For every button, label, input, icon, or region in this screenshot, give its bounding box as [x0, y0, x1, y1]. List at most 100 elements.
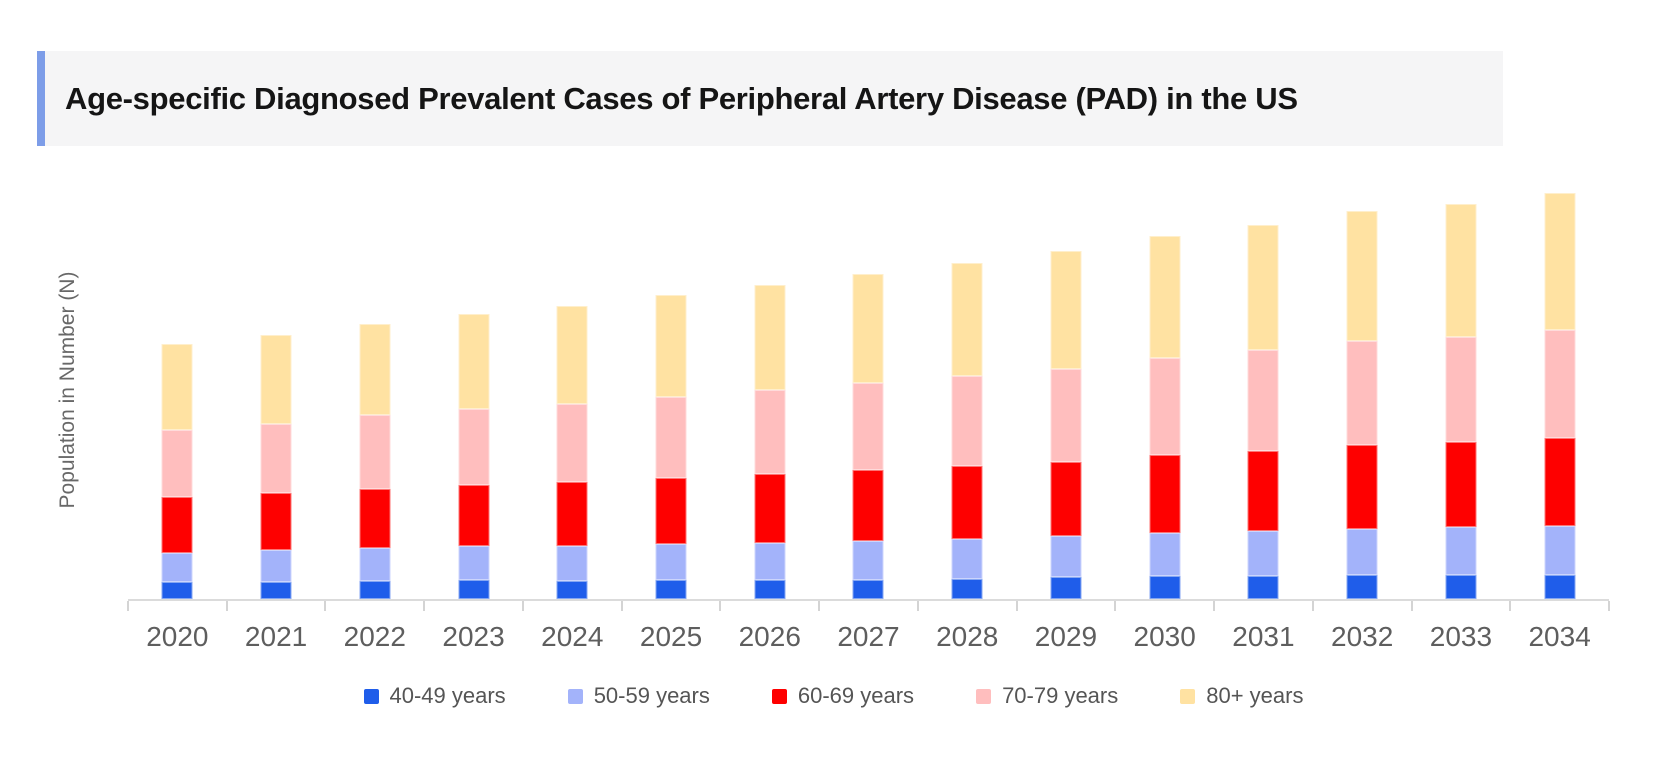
bar-segment[interactable] [556, 306, 588, 404]
bar-segment[interactable] [458, 314, 490, 409]
bar-segment[interactable] [852, 541, 884, 580]
bar-segment[interactable] [754, 285, 786, 390]
bar-segment[interactable] [161, 582, 193, 599]
stacked-bar [556, 306, 588, 599]
bar-segment[interactable] [1544, 193, 1576, 330]
bar-segment[interactable] [1050, 369, 1082, 462]
bar-segment[interactable] [161, 344, 193, 430]
bar-segment[interactable] [852, 383, 884, 470]
bar-segment[interactable] [359, 489, 391, 548]
chart-title-block: Age-specific Diagnosed Prevalent Cases o… [37, 51, 1503, 146]
bar-segment[interactable] [458, 409, 490, 485]
legend-label: 50-59 years [593, 683, 710, 708]
bar-segment[interactable] [359, 581, 391, 599]
bar-segment[interactable] [1445, 337, 1477, 442]
bar-segment[interactable] [1346, 445, 1378, 529]
bar-segment[interactable] [1149, 576, 1181, 599]
bar-segment[interactable] [1247, 531, 1279, 576]
bar-segment[interactable] [1149, 358, 1181, 455]
legend-item[interactable]: 50-59 years [567, 683, 710, 709]
bar-segment[interactable] [1050, 577, 1082, 599]
bar-segment[interactable] [655, 580, 687, 599]
x-axis-label: 2024 [541, 621, 604, 652]
bar-segment[interactable] [655, 544, 687, 580]
bar-segment[interactable] [951, 376, 983, 466]
bar-segment[interactable] [852, 470, 884, 541]
bar-segment[interactable] [1247, 451, 1279, 531]
x-axis-label: 2026 [738, 621, 801, 652]
bar-segment[interactable] [1149, 236, 1181, 358]
bar-segment[interactable] [458, 580, 490, 599]
bar-column: 2034 [1510, 180, 1609, 652]
bar-segment[interactable] [655, 295, 687, 397]
bar-segment[interactable] [1247, 225, 1279, 350]
bar-segment[interactable] [1445, 442, 1477, 527]
x-axis-tick [719, 601, 722, 611]
bar-segment[interactable] [852, 580, 884, 599]
legend-item[interactable]: 60-69 years [771, 683, 914, 709]
stacked-bar [458, 314, 490, 599]
stacked-bar [852, 274, 884, 599]
bar-column: 2026 [720, 180, 819, 652]
bar-segment[interactable] [1247, 576, 1279, 599]
bar-segment[interactable] [260, 550, 292, 582]
bar-segment[interactable] [161, 553, 193, 582]
bar-segment[interactable] [260, 493, 292, 550]
bar-column: 2033 [1412, 180, 1511, 652]
stacked-bar [951, 263, 983, 599]
bar-segment[interactable] [161, 430, 193, 497]
bar-segment[interactable] [556, 546, 588, 581]
bar-segment[interactable] [556, 482, 588, 546]
bar-segment[interactable] [1050, 536, 1082, 577]
bar-segment[interactable] [1247, 350, 1279, 451]
bar-segment[interactable] [260, 582, 292, 599]
bar-segment[interactable] [1149, 455, 1181, 533]
bar-segment[interactable] [951, 263, 983, 376]
bar-segment[interactable] [1544, 526, 1576, 575]
bar-segment[interactable] [359, 548, 391, 581]
bar-segment[interactable] [1050, 251, 1082, 369]
bar-segment[interactable] [754, 474, 786, 543]
bar-segment[interactable] [1445, 575, 1477, 599]
bar-segment[interactable] [1346, 529, 1378, 575]
bar-segment[interactable] [161, 497, 193, 553]
bar-segment[interactable] [1346, 211, 1378, 341]
bar-segment[interactable] [754, 543, 786, 580]
bar-segment[interactable] [556, 404, 588, 482]
bar-segment[interactable] [260, 335, 292, 424]
bar-segment[interactable] [359, 324, 391, 415]
x-axis-line [128, 599, 1609, 601]
bar-segment[interactable] [556, 581, 588, 599]
bar-segment[interactable] [951, 579, 983, 599]
bar-segment[interactable] [458, 546, 490, 580]
bar-segment[interactable] [1544, 438, 1576, 526]
bar-segment[interactable] [359, 415, 391, 489]
stacked-bar [1445, 204, 1477, 599]
bar-segment[interactable] [951, 539, 983, 579]
bar-segment[interactable] [458, 485, 490, 546]
bar-segment[interactable] [655, 397, 687, 478]
bar-segment[interactable] [260, 424, 292, 493]
bar-segment[interactable] [1346, 341, 1378, 445]
bar-segment[interactable] [1445, 204, 1477, 337]
legend-marker-icon [363, 688, 379, 704]
legend-item[interactable]: 40-49 years [363, 683, 506, 709]
bar-segment[interactable] [1445, 527, 1477, 575]
bar-segment[interactable] [1544, 575, 1576, 599]
x-axis-label: 2022 [343, 621, 406, 652]
bar-segment[interactable] [1544, 330, 1576, 438]
bar-segment[interactable] [754, 580, 786, 599]
bar-segment[interactable] [951, 466, 983, 539]
bar-segment[interactable] [1149, 533, 1181, 576]
bar-segment[interactable] [1346, 575, 1378, 599]
bar-segment[interactable] [852, 274, 884, 383]
legend-item[interactable]: 80+ years [1180, 683, 1303, 709]
stacked-bar [1544, 193, 1576, 599]
bar-segment[interactable] [655, 478, 687, 544]
legend-item[interactable]: 70-79 years [976, 683, 1118, 709]
bar-segment[interactable] [754, 390, 786, 474]
legend-marker-icon [771, 688, 787, 704]
bar-segment[interactable] [1050, 462, 1082, 536]
x-axis-label: 2021 [244, 621, 308, 652]
